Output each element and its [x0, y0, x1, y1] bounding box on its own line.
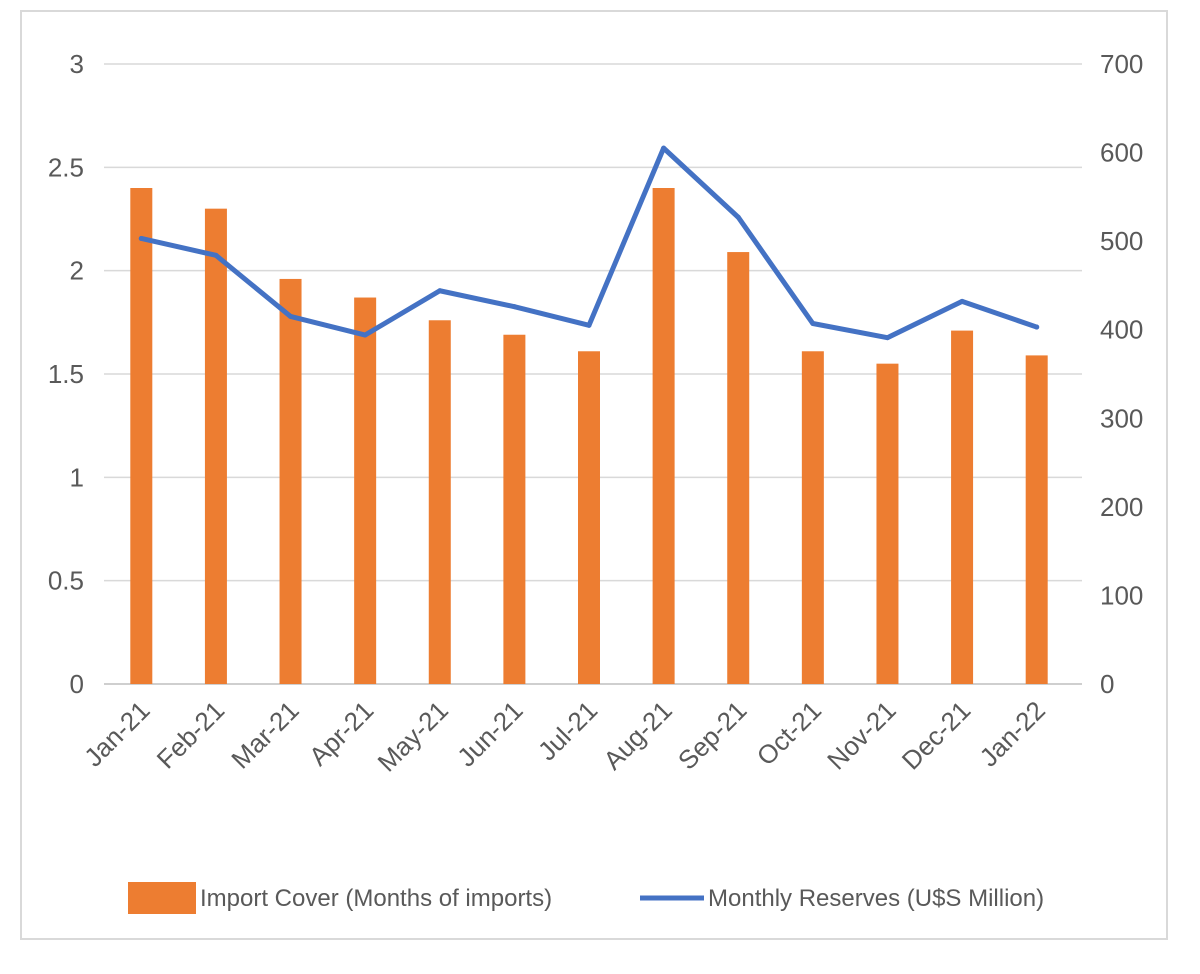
right-tick-label: 100 [1100, 580, 1143, 610]
x-tick-label: Jul-21 [532, 695, 603, 766]
left-tick-label: 2.5 [48, 152, 84, 182]
line-path [138, 145, 1040, 341]
line-point [138, 235, 144, 241]
x-tick-label: Sep-21 [672, 695, 752, 775]
right-tick-label: 0 [1100, 669, 1114, 699]
x-tick-label: Apr-21 [303, 695, 379, 771]
line-point [810, 321, 816, 327]
bar [503, 334, 526, 684]
x-tick-label: Feb-21 [151, 695, 230, 774]
left-tick-label: 0 [70, 669, 84, 699]
left-tick-label: 1 [70, 462, 84, 492]
line-point [511, 304, 517, 310]
line-point [959, 298, 965, 304]
bar-series [130, 188, 1048, 685]
right-axis-ticks: 0 100 200 300 400 500 600 700 [1100, 49, 1143, 699]
left-tick-label: 0.5 [48, 566, 84, 596]
line-point [437, 288, 443, 294]
x-tick-label: Oct-21 [751, 695, 827, 771]
bar [951, 330, 974, 684]
line-point [362, 332, 368, 338]
left-tick-label: 2 [70, 256, 84, 286]
line-point [884, 335, 890, 341]
x-tick-label: Aug-21 [597, 695, 677, 775]
right-tick-label: 300 [1100, 403, 1143, 433]
line-point [661, 145, 667, 151]
bar [354, 297, 377, 684]
bar [727, 252, 750, 685]
line-point [735, 214, 741, 220]
chart-svg: 0 0.5 1 1.5 2 2.5 3 0 100 200 300 400 500 600 700 Jan… [48, 49, 1143, 914]
x-tick-label: Jun-21 [451, 695, 528, 772]
legend-label-import-cover: Import Cover (Months of imports) [200, 885, 552, 912]
right-tick-label: 700 [1100, 49, 1143, 79]
bar [204, 208, 227, 684]
bar [876, 363, 899, 684]
line-point [586, 322, 592, 328]
x-tick-label: Nov-21 [821, 695, 901, 775]
legend: Import Cover (Months of imports) Monthly… [128, 882, 1044, 914]
right-tick-label: 600 [1100, 138, 1143, 168]
line-point [1034, 324, 1040, 330]
right-tick-label: 400 [1100, 315, 1143, 345]
right-tick-label: 200 [1100, 492, 1143, 522]
line-series [138, 145, 1040, 341]
legend-label-monthly-reserves: Monthly Reserves (U$S Million) [708, 885, 1044, 912]
chart-frame: 0 0.5 1 1.5 2 2.5 3 0 100 200 300 400 500 600 700 Jan… [20, 10, 1168, 940]
bar [652, 188, 675, 684]
x-tick-label: Jan-22 [974, 695, 1051, 772]
bar [428, 320, 451, 684]
right-tick-label: 500 [1100, 226, 1143, 256]
left-axis-ticks: 0 0.5 1 1.5 2 2.5 3 [48, 49, 84, 699]
legend-swatch-import-cover [128, 882, 196, 914]
x-tick-label: Jan-21 [78, 695, 155, 772]
x-tick-label: Dec-21 [896, 695, 976, 775]
left-tick-label: 3 [70, 49, 84, 79]
bar [279, 278, 302, 684]
line-point [288, 313, 294, 319]
x-tick-label: May-21 [371, 695, 454, 778]
bar [578, 351, 600, 684]
bar [1025, 355, 1048, 684]
bar [130, 188, 153, 684]
line-point [213, 252, 219, 258]
x-tick-label: Mar-21 [225, 695, 304, 774]
bar [801, 351, 824, 684]
left-tick-label: 1.5 [48, 359, 84, 389]
